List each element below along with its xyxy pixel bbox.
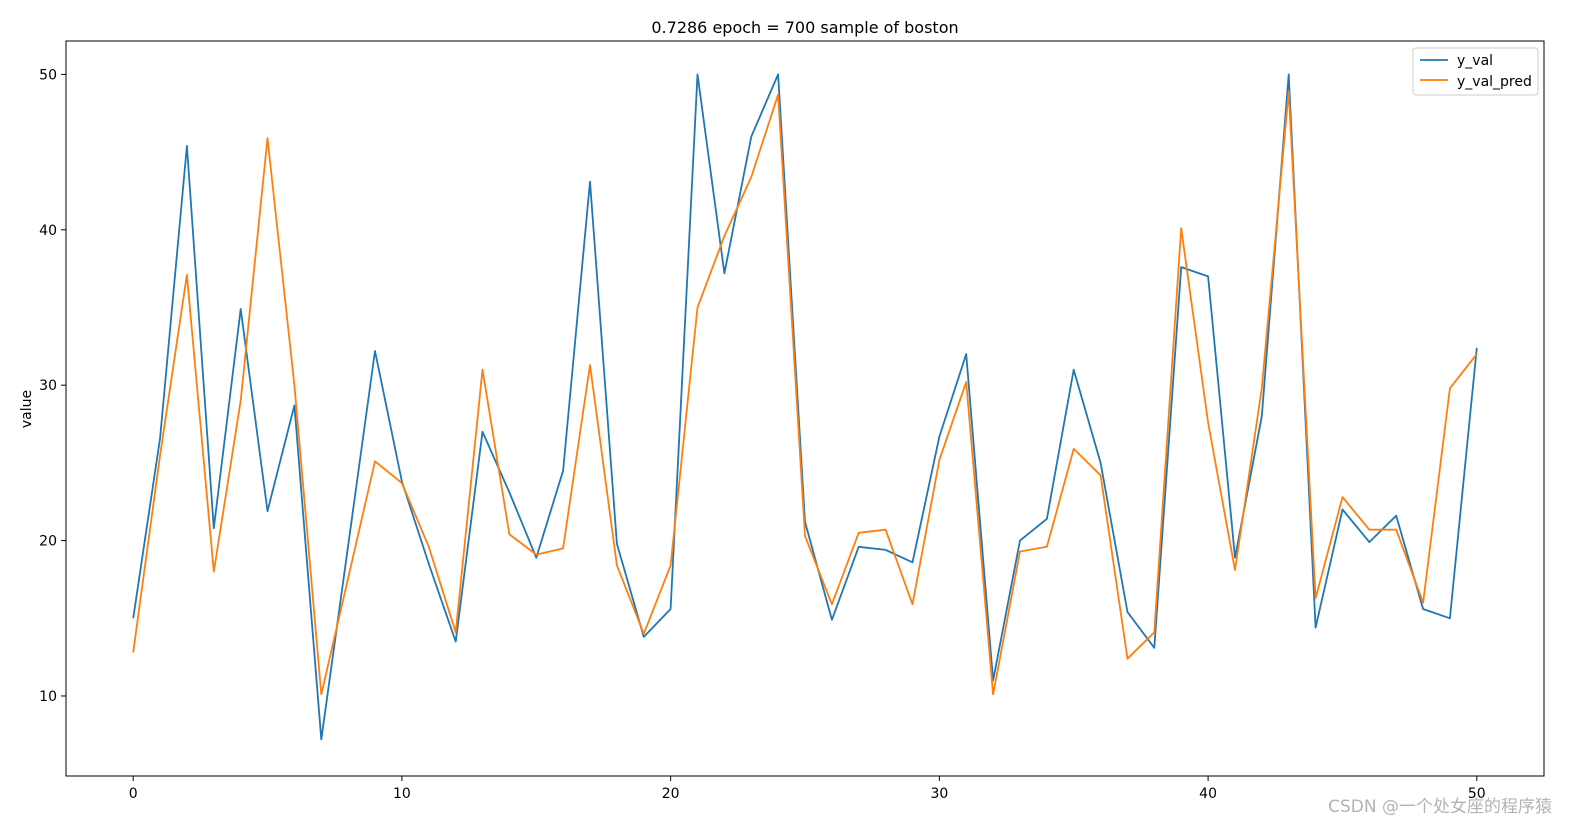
watermark: CSDN @一个处女座的程序猿: [1328, 797, 1552, 817]
x-tick-label: 0: [129, 786, 138, 802]
x-tick-label: 50: [1468, 786, 1486, 802]
chart-title: 0.7286 epoch = 700 sample of boston: [651, 18, 958, 37]
x-tick-label: 30: [930, 786, 948, 802]
y-tick-label: 30: [39, 378, 57, 394]
series-line-y-val-pred: [132, 90, 1478, 696]
y-tick-label: 20: [39, 534, 57, 550]
x-tick-label: 10: [393, 786, 411, 802]
axis-ticks: 0 10 20 30 40 50 10 20 30 40 50: [39, 67, 1486, 802]
y-axis-label: value: [19, 390, 35, 428]
series-lines: [132, 73, 1478, 741]
legend: y_val y_val_pred: [1412, 47, 1539, 96]
x-tick-label: 20: [662, 786, 680, 802]
y-tick-label: 10: [39, 689, 57, 705]
plot-frame: [65, 40, 1545, 777]
x-tick-label: 40: [1199, 786, 1217, 802]
legend-label-y-val: y_val: [1457, 53, 1493, 69]
legend-label-y-val-pred: y_val_pred: [1457, 74, 1532, 90]
y-tick-label: 40: [39, 223, 57, 239]
y-tick-label: 50: [39, 67, 57, 83]
